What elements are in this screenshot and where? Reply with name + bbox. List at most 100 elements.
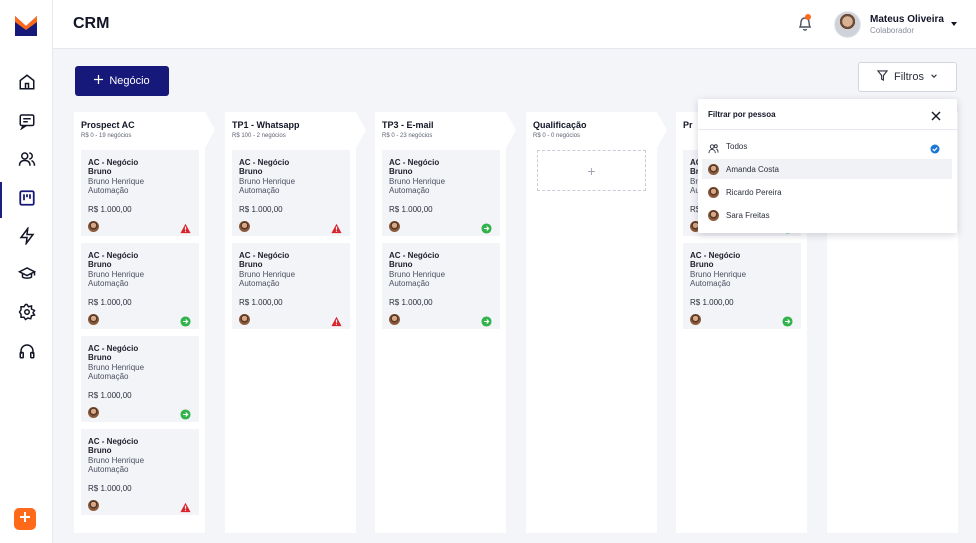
nav-kanban[interactable] [0,182,53,218]
add-card-slot[interactable]: + [537,150,646,191]
deal-contact: Bruno [389,167,413,176]
column-title: Pr [683,120,693,130]
deal-title: AC - Negócio [690,251,741,260]
deal-company: Automação [88,465,129,474]
arrow-right-circle-icon [782,314,793,327]
filter-option-ricardo[interactable]: Ricardo Pereira [702,182,952,202]
deal-contact: Bruno [239,260,263,269]
nav-chat[interactable] [0,110,53,136]
filters-button[interactable]: Filtros [858,62,957,92]
filter-option-amanda[interactable]: Amanda Costa [702,159,952,179]
avatar [88,500,99,511]
group-icon [708,141,719,153]
funnel-icon [876,70,889,84]
column-summary: R$ 0 - 0 negócios [533,133,581,139]
quick-add-button[interactable] [14,508,36,530]
deal-title: AC - Negócio [239,158,290,167]
deal-value: R$ 1.000,00 [88,391,132,400]
deal-owner: Bruno Henrique [88,270,145,279]
deal-contact: Bruno [690,260,714,269]
graduation-cap-icon [17,265,36,288]
column-title: TP1 - Whatsapp [232,120,300,130]
new-deal-button[interactable]: Negócio [75,66,169,96]
column-title: TP3 - E-mail [382,120,434,130]
column-header[interactable]: Qualificação R$ 0 - 0 negócios [526,112,667,148]
deal-company: Automação [239,186,280,195]
avatar [389,314,400,325]
page-title: CRM [73,15,110,32]
column-header[interactable]: Prospect AC R$ 0 - 19 negócios [74,112,215,148]
filter-option-label: Ricardo Pereira [726,187,782,197]
close-icon[interactable] [930,109,942,121]
deal-company: Automação [389,186,430,195]
deal-title: AC - Negócio [389,158,440,167]
avatar [239,221,250,232]
stage-arrow [506,112,516,148]
stage-arrow [356,112,366,148]
filter-person-dropdown: Filtrar por pessoa Todos Amanda Costa Ri… [698,99,957,233]
deal-title: AC - Negócio [88,251,139,260]
deal-company: Automação [389,279,430,288]
deal-company: Automação [88,279,129,288]
filter-option-sara[interactable]: Sara Freitas [702,205,952,225]
deal-contact: Bruno [88,167,112,176]
bolt-icon [18,225,36,250]
user-role: Colaborador [870,26,915,35]
deal-contact: Bruno [88,446,112,455]
nav-academy[interactable] [0,263,53,289]
deal-value: R$ 1.000,00 [239,298,283,307]
gear-icon [18,303,36,326]
deal-contact: Bruno [389,260,413,269]
brand-logo[interactable] [15,16,37,36]
deal-title: AC - Negócio [389,251,440,260]
arrow-right-circle-icon [481,221,492,234]
avatar [88,314,99,325]
deal-value: R$ 1.000,00 [239,205,283,214]
nav-automations[interactable] [0,225,53,251]
deal-value: R$ 1.000,00 [690,298,734,307]
nav-users[interactable] [0,148,53,174]
pipeline-column: Prospect AC R$ 0 - 19 negócios AC - Negóci… [74,112,215,533]
user-name[interactable]: Mateus Oliveira [870,14,944,25]
nav-home[interactable] [0,71,53,97]
column-title: Prospect AC [81,120,135,130]
chevron-down-icon[interactable] [951,22,957,26]
check-circle-icon [930,141,940,154]
deal-company: Automação [690,279,731,288]
avatar [708,186,719,198]
filter-option-all[interactable]: Todos [702,136,952,156]
kanban-icon [18,189,36,212]
column-header[interactable]: TP1 - Whatsapp R$ 100 - 2 negócios [225,112,366,148]
deal-value: R$ 1.000,00 [389,205,433,214]
plus-icon: + [587,162,596,179]
top-header: CRM Mateus Oliveira Colaborador [53,0,976,49]
nav-settings[interactable] [0,301,53,327]
home-icon [18,73,36,96]
users-icon [18,150,36,173]
nav-support[interactable] [0,340,53,366]
pipeline-column: TP1 - Whatsapp R$ 100 - 2 negócios AC - Ne… [225,112,366,533]
filters-label: Filtros [894,71,924,83]
notification-dot [805,14,811,20]
deal-contact: Bruno [88,260,112,269]
deal-title: AC - Negócio [239,251,290,260]
stage-arrow [205,112,215,148]
chat-icon [18,112,36,135]
avatar [239,314,250,325]
filter-option-label: Sara Freitas [726,210,770,220]
avatar [690,314,701,325]
new-deal-label: Negócio [109,75,150,87]
user-avatar[interactable] [834,11,861,38]
deal-value: R$ 1.000,00 [88,298,132,307]
deal-company: Automação [88,372,129,381]
column-header[interactable]: TP3 - E-mail R$ 0 - 23 negócios [375,112,516,148]
